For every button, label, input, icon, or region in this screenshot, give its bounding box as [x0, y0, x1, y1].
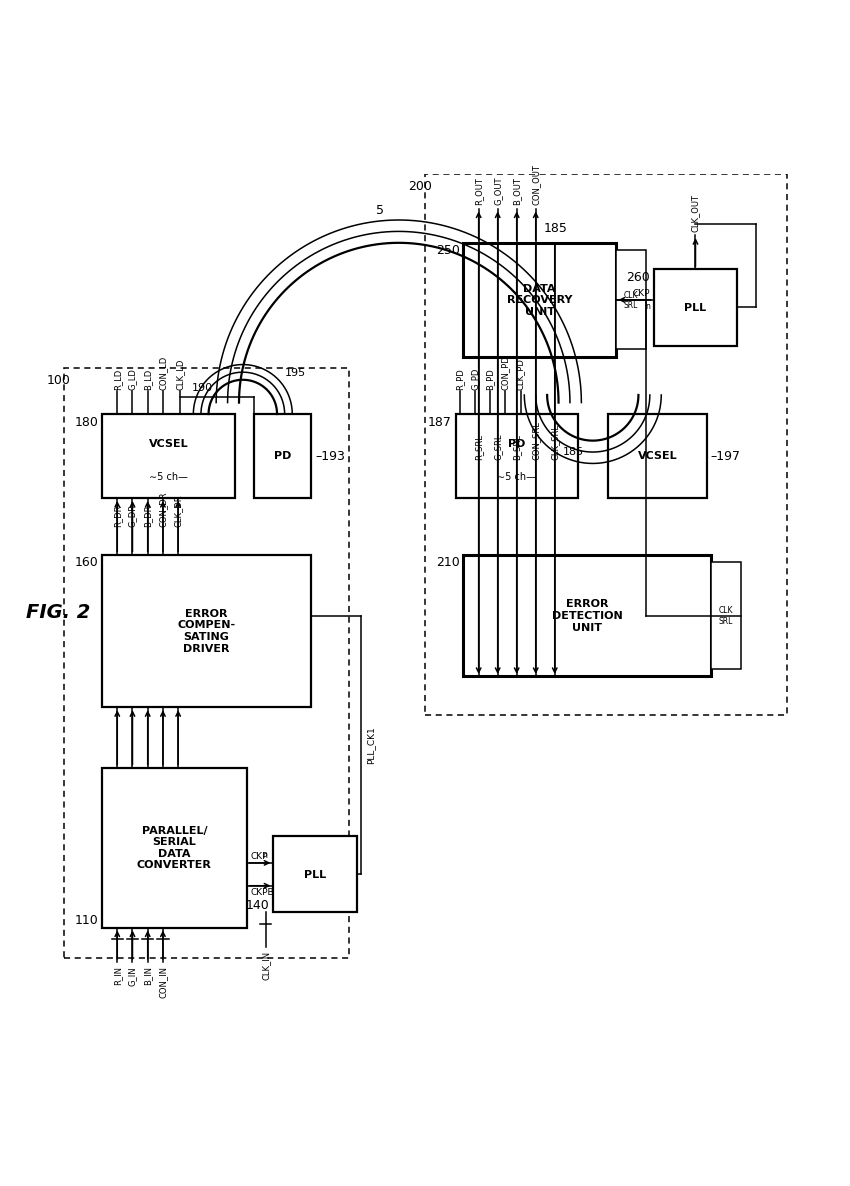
Text: CKPB: CKPB	[250, 888, 274, 897]
Text: CLK
SRL: CLK SRL	[623, 291, 638, 310]
Text: PLL: PLL	[683, 302, 706, 313]
Text: CON_LD: CON_LD	[158, 356, 167, 389]
Text: CON_DR: CON_DR	[158, 491, 167, 527]
Text: CON_SRL: CON_SRL	[530, 421, 540, 460]
Text: G_IN: G_IN	[128, 965, 137, 986]
Bar	[254, 414, 311, 498]
Text: 195: 195	[285, 368, 305, 377]
Text: G_OUT: G_OUT	[493, 177, 501, 205]
Text: –193: –193	[314, 449, 344, 463]
Text: 160: 160	[75, 556, 98, 569]
Text: n: n	[263, 852, 267, 860]
Text: B_DR: B_DR	[143, 504, 152, 527]
Text: G_DR: G_DR	[128, 503, 137, 527]
Bar	[463, 555, 710, 677]
Text: –197: –197	[710, 449, 740, 463]
Text: PD: PD	[507, 439, 525, 448]
Bar	[463, 243, 615, 357]
Text: CKP: CKP	[632, 289, 649, 298]
Text: CON_IN: CON_IN	[158, 965, 167, 997]
Bar	[102, 555, 311, 707]
Text: PD: PD	[274, 451, 292, 461]
Text: 140: 140	[246, 898, 269, 911]
Bar	[456, 414, 577, 498]
Text: ∼5 ch—: ∼5 ch—	[496, 472, 536, 482]
Text: PARALLEL/
SERIAL
DATA
CONVERTER: PARALLEL/ SERIAL DATA CONVERTER	[137, 825, 212, 871]
Text: 185: 185	[563, 447, 584, 458]
Text: ERROR
COMPEN-
SATING
DRIVER: ERROR COMPEN- SATING DRIVER	[178, 608, 235, 653]
Text: CON_OUT: CON_OUT	[530, 164, 540, 205]
Text: 5: 5	[376, 204, 383, 217]
Text: CLK_PD: CLK_PD	[515, 358, 524, 389]
Text: G_PD: G_PD	[470, 368, 479, 389]
Text: PLL: PLL	[303, 869, 326, 879]
Text: VCSEL: VCSEL	[149, 439, 188, 448]
Bar	[653, 269, 737, 346]
Bar	[102, 767, 246, 927]
Text: FIG. 2: FIG. 2	[26, 602, 90, 621]
Text: R_SRL: R_SRL	[473, 434, 483, 460]
Bar	[425, 174, 786, 715]
Text: R_OUT: R_OUT	[473, 177, 483, 205]
Text: 185: 185	[543, 222, 567, 235]
Text: 210: 210	[435, 556, 459, 569]
Text: R_PD: R_PD	[455, 368, 464, 389]
Text: CLK_DR: CLK_DR	[173, 493, 183, 527]
Text: CLK_OUT: CLK_OUT	[690, 193, 700, 231]
Text: CLK_IN: CLK_IN	[261, 950, 269, 980]
Text: G_LD: G_LD	[128, 368, 137, 389]
Text: 260: 260	[626, 270, 649, 283]
Text: 250: 250	[435, 244, 459, 257]
Bar	[102, 414, 235, 498]
Text: CLK_SRL: CLK_SRL	[550, 423, 558, 460]
Text: G_SRL: G_SRL	[493, 433, 501, 460]
Bar	[615, 250, 645, 350]
Text: CLK
SRL: CLK SRL	[718, 606, 733, 625]
Bar	[608, 414, 706, 498]
Text: 187: 187	[428, 415, 451, 428]
Text: 110: 110	[75, 913, 98, 926]
Text: B_OUT: B_OUT	[512, 177, 521, 205]
Bar	[64, 369, 349, 958]
Text: PLL_CK1: PLL_CK1	[366, 726, 375, 764]
Text: R_LD: R_LD	[113, 369, 122, 389]
Text: VCSEL: VCSEL	[637, 451, 677, 461]
Text: 190: 190	[191, 383, 212, 394]
Text: 100: 100	[46, 374, 71, 387]
Text: R_DR: R_DR	[113, 504, 122, 527]
Text: CON_PD: CON_PD	[501, 355, 509, 389]
Text: CLK_LD: CLK_LD	[175, 358, 184, 389]
Bar	[273, 836, 357, 912]
Text: B_LD: B_LD	[143, 369, 152, 389]
Text: B_SRL: B_SRL	[512, 434, 521, 460]
Text: n: n	[644, 302, 649, 311]
Bar	[710, 562, 740, 669]
Text: CKP: CKP	[250, 852, 268, 861]
Text: DATA
RECOVERY
UNIT: DATA RECOVERY UNIT	[507, 283, 572, 317]
Text: 200: 200	[407, 179, 431, 192]
Text: ERROR
DETECTION
UNIT: ERROR DETECTION UNIT	[551, 599, 622, 632]
Text: 180: 180	[74, 415, 98, 428]
Text: B_IN: B_IN	[143, 965, 152, 984]
Text: R_IN: R_IN	[113, 965, 122, 984]
Text: B_PD: B_PD	[485, 368, 494, 389]
Text: ∼5 ch—: ∼5 ch—	[149, 472, 188, 482]
